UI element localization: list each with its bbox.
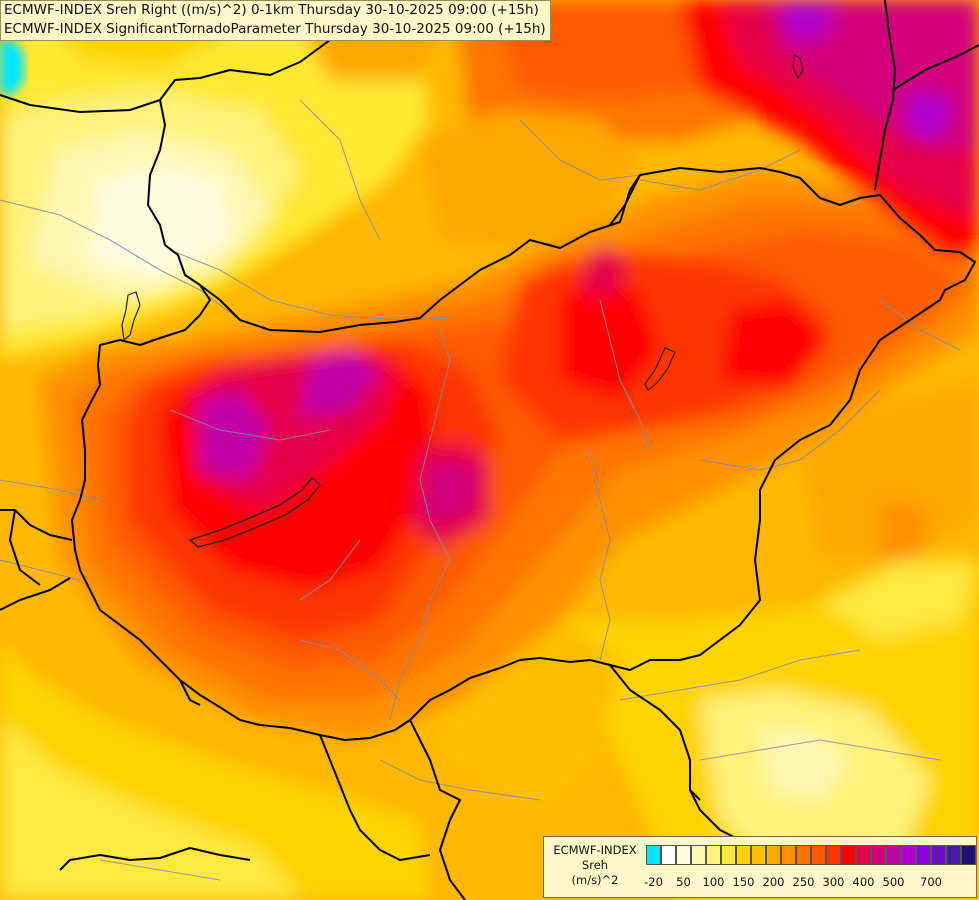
legend-swatch	[856, 845, 871, 865]
lake-tisza	[644, 347, 676, 391]
legend-ticks: -20 50 100 150 200 250 300 400 500 700	[644, 875, 971, 891]
legend-swatch	[676, 845, 691, 865]
title-line-1: ECMWF-INDEX Sreh Right ((m/s)^2) 0-1km T…	[4, 2, 539, 18]
legend-swatch	[916, 845, 931, 865]
legend-swatch	[796, 845, 811, 865]
lake-neusiedl	[121, 291, 141, 342]
color-legend: ECMWF-INDEX Sreh (m/s)^2 -20 50 100 150 200 2…	[543, 836, 977, 898]
legend-tick-label: 700	[920, 875, 942, 889]
legend-title-line-3: (m/s)^2	[571, 873, 619, 887]
legend-swatch	[841, 845, 856, 865]
legend-swatch	[721, 845, 736, 865]
legend-tick-label: 150	[732, 875, 755, 889]
legend-swatch	[961, 845, 976, 865]
legend-title: ECMWF-INDEX Sreh (m/s)^2	[544, 843, 646, 888]
legend-swatch	[691, 845, 706, 865]
legend-swatch	[766, 845, 781, 865]
legend-tick-label: -20	[644, 875, 663, 889]
legend-tick-label: 200	[762, 875, 785, 889]
legend-swatch	[931, 845, 946, 865]
legend-color-bar	[646, 845, 976, 865]
legend-swatch	[751, 845, 766, 865]
cyan-area	[0, 40, 24, 96]
legend-swatch	[871, 845, 886, 865]
legend-swatch	[646, 845, 661, 865]
lake-ne	[792, 54, 804, 80]
legend-title-line-1: ECMWF-INDEX	[553, 843, 637, 857]
legend-swatch	[886, 845, 901, 865]
legend-swatch	[946, 845, 961, 865]
legend-swatch	[706, 845, 721, 865]
legend-swatch	[736, 845, 751, 865]
legend-tick-label: 500	[882, 875, 905, 889]
legend-tick-label: 50	[676, 875, 691, 889]
legend-swatch	[811, 845, 826, 865]
legend-title-line-2: Sreh	[581, 858, 609, 872]
lake-balaton	[188, 477, 321, 548]
legend-swatch	[781, 845, 796, 865]
legend-tick-label: 250	[792, 875, 815, 889]
legend-swatch	[901, 845, 916, 865]
legend-tick-label: 300	[822, 875, 845, 889]
title-line-2: ECMWF-INDEX SignificantTornadoParameter …	[4, 21, 546, 37]
legend-swatch	[826, 845, 841, 865]
legend-tick-label: 100	[702, 875, 725, 889]
map-title-box: ECMWF-INDEX Sreh Right ((m/s)^2) 0-1km T…	[0, 0, 551, 41]
legend-tick-label: 400	[852, 875, 875, 889]
legend-swatch	[661, 845, 676, 865]
